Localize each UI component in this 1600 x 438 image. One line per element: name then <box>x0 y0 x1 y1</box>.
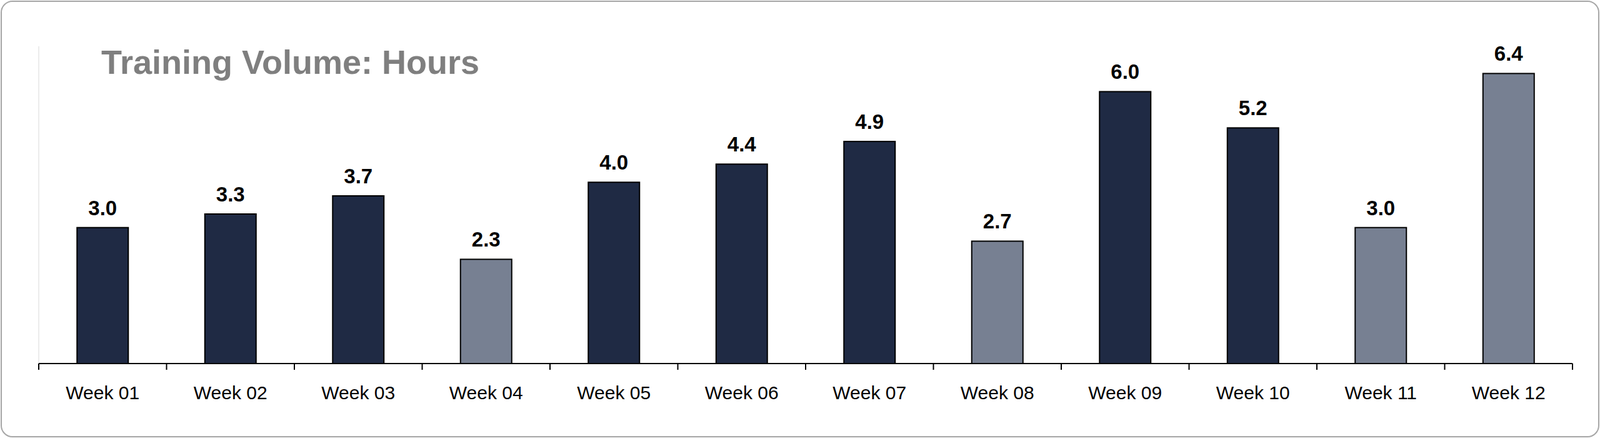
bar <box>205 213 257 364</box>
x-tick-label: Week 11 <box>1344 381 1417 403</box>
bar <box>843 141 895 364</box>
bar <box>971 240 1024 364</box>
x-tick-label: Week 04 <box>449 381 524 403</box>
data-label: 3.0 <box>88 196 117 220</box>
data-label: 2.3 <box>471 227 501 251</box>
x-tick-mark <box>677 363 679 370</box>
bar <box>1227 127 1279 364</box>
x-tick-label: Week 02 <box>193 381 268 403</box>
data-label: 3.7 <box>343 164 373 188</box>
data-label: 3.0 <box>1366 196 1395 220</box>
x-tick-label: Week 05 <box>576 381 651 403</box>
x-tick-label: Week 01 <box>65 381 140 403</box>
data-label: 4.9 <box>855 110 884 134</box>
x-tick-label: Week 06 <box>705 381 779 403</box>
x-tick-mark <box>1571 363 1574 370</box>
chart-frame <box>1 1 1599 437</box>
x-tick-mark <box>1060 363 1062 370</box>
chart-title: Training Volume: Hours <box>101 43 480 81</box>
data-label: 4.0 <box>599 150 629 174</box>
data-label: 2.7 <box>983 209 1012 233</box>
x-tick-mark <box>549 363 551 370</box>
x-tick-label: Week 07 <box>832 381 907 403</box>
x-tick-mark <box>421 363 424 370</box>
bars <box>76 73 1535 364</box>
bar <box>1483 73 1535 364</box>
bar <box>76 227 129 364</box>
chart-container: Training Volume: Hours 3.0 3.3 3.7 2.3 4.0 4.4… <box>0 0 1600 438</box>
x-tick-mark <box>933 363 935 370</box>
data-label: 3.3 <box>216 182 245 206</box>
x-tick-mark <box>805 363 807 370</box>
x-tick-mark <box>1316 363 1318 370</box>
x-tick-mark <box>1444 363 1446 370</box>
x-tick-label: Week 09 <box>1088 381 1162 403</box>
bar <box>716 163 768 364</box>
data-label: 5.2 <box>1238 96 1268 120</box>
bar <box>588 181 640 364</box>
bar <box>332 195 384 364</box>
x-tick-label: Week 10 <box>1216 381 1290 403</box>
x-tick-mark <box>1188 363 1190 370</box>
chart-svg: Training Volume: Hours 3.0 3.3 3.7 2.3 4.0 4.4… <box>0 0 1600 438</box>
bar <box>460 258 512 364</box>
data-label: 4.4 <box>727 132 757 156</box>
bar <box>1355 227 1407 364</box>
x-tick-mark <box>38 363 40 370</box>
x-tick-label: Week 12 <box>1471 381 1546 403</box>
y-axis-line <box>38 46 40 364</box>
data-label: 6.0 <box>1110 60 1140 84</box>
data-label: 6.4 <box>1494 41 1524 65</box>
x-tick-mark <box>293 363 295 370</box>
x-tick-label: Week 03 <box>321 381 395 403</box>
bar <box>1099 91 1151 364</box>
x-tick-label: Week 08 <box>960 381 1035 403</box>
x-tick-mark <box>166 363 168 370</box>
